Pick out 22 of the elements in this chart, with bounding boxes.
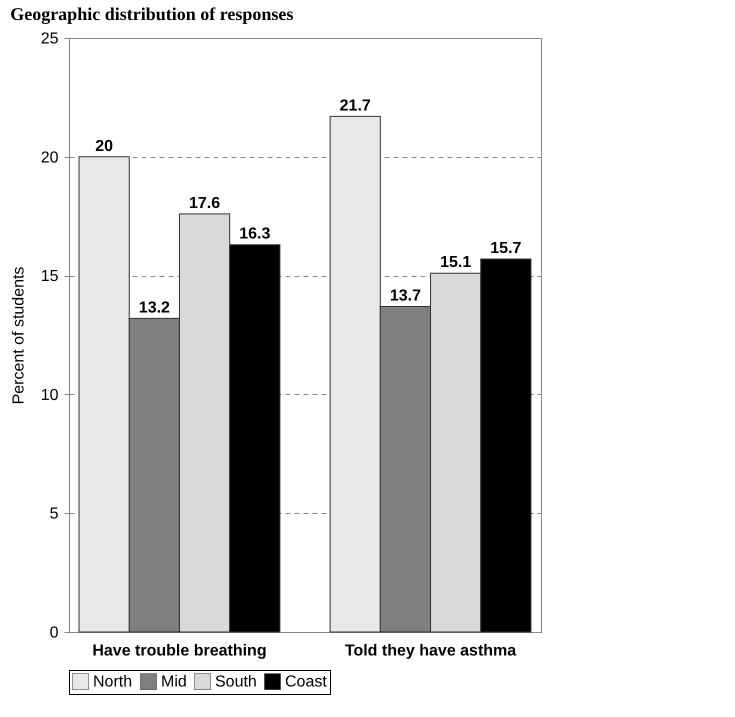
chart-title: Geographic distribution of responses (10, 4, 294, 24)
y-tick-label: 25 (40, 30, 59, 48)
legend-label: North (93, 674, 132, 691)
data-label: 16.3 (239, 226, 270, 243)
y-axis-title: Percent of students (10, 266, 28, 404)
legend-label: Coast (285, 674, 328, 691)
y-tick-label: 20 (40, 149, 59, 166)
data-label: 13.2 (138, 299, 170, 316)
data-label: 15.1 (440, 254, 472, 272)
legend-label: Mid (161, 674, 187, 691)
x-tick-label: Told they have asthma (344, 642, 516, 660)
data-label: 17.6 (189, 194, 220, 212)
data-label: 20 (95, 138, 114, 155)
y-tick-label: 0 (50, 624, 59, 642)
legend-label: South (215, 674, 257, 691)
y-tick-label: 10 (40, 386, 59, 404)
data-label: 13.7 (390, 287, 422, 304)
y-tick-label: 15 (40, 268, 59, 286)
data-label: 21.7 (340, 97, 371, 114)
y-tick-label: 5 (50, 506, 59, 523)
data-label: 15.7 (490, 240, 522, 257)
x-tick-label: Have trouble breathing (92, 642, 267, 660)
